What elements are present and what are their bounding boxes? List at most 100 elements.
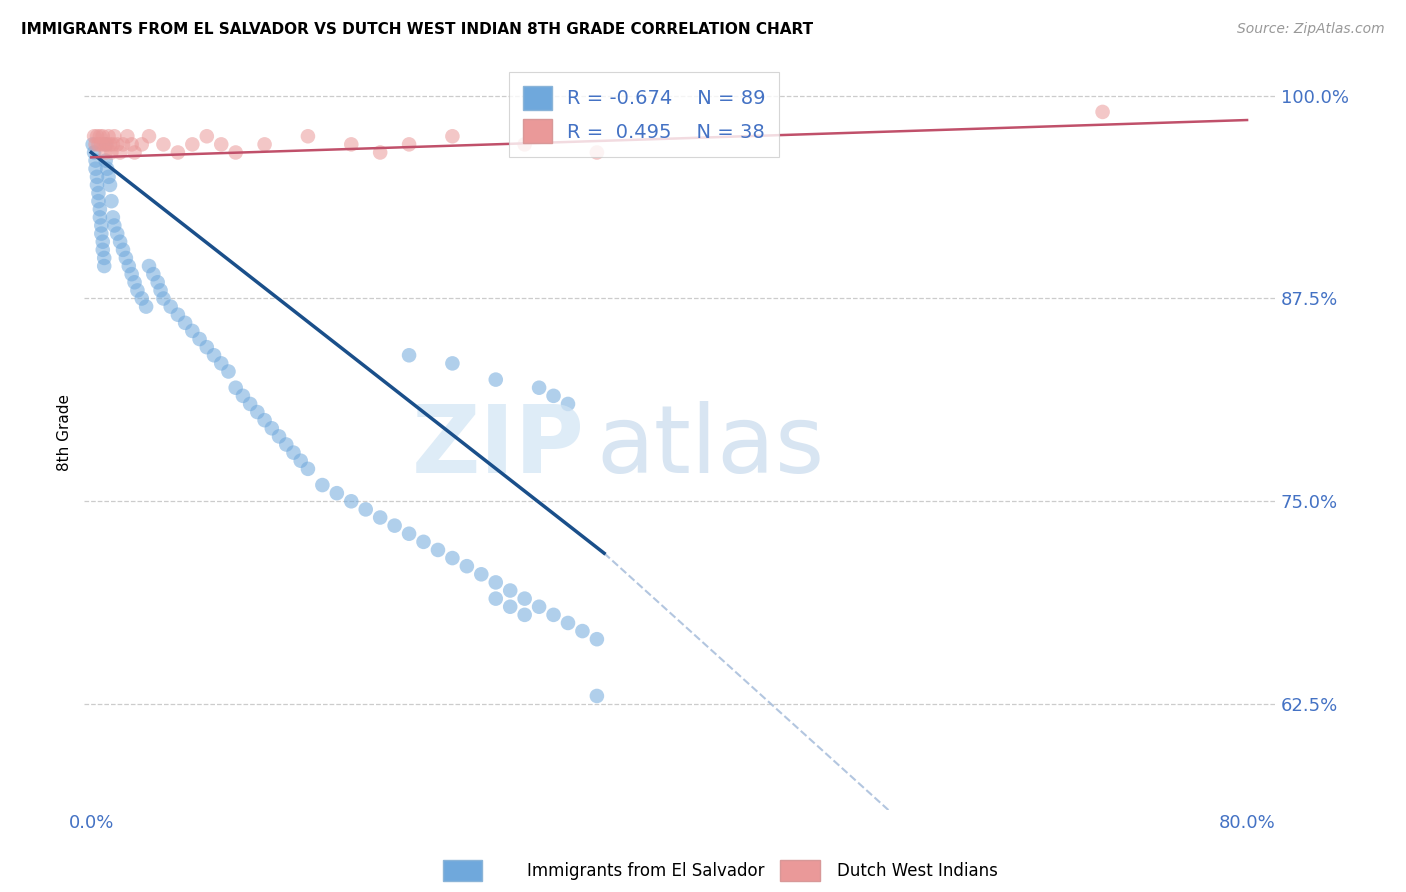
Point	[470, 567, 492, 582]
Point	[398, 348, 420, 362]
Point	[441, 129, 464, 144]
Point	[98, 178, 121, 192]
Point	[499, 599, 522, 614]
Point	[93, 251, 115, 265]
Point	[152, 137, 174, 152]
Text: Dutch West Indians: Dutch West Indians	[837, 862, 997, 880]
Point	[276, 437, 298, 451]
Point	[586, 145, 609, 160]
Point	[543, 389, 565, 403]
Point	[105, 137, 128, 152]
Point	[100, 194, 122, 209]
Point	[513, 607, 536, 622]
Point	[84, 137, 107, 152]
Point	[311, 478, 333, 492]
Point	[1091, 104, 1114, 119]
Text: atlas: atlas	[596, 401, 825, 493]
Point	[115, 251, 138, 265]
Point	[253, 137, 276, 152]
Point	[118, 259, 141, 273]
Point	[174, 316, 197, 330]
Point	[93, 137, 115, 152]
Point	[260, 421, 283, 435]
Point	[142, 267, 165, 281]
Point	[513, 591, 536, 606]
Point	[87, 186, 110, 200]
Point	[138, 259, 160, 273]
Point	[127, 284, 149, 298]
Point	[100, 145, 122, 160]
Point	[181, 324, 204, 338]
Point	[149, 284, 172, 298]
Point	[108, 145, 131, 160]
Point	[485, 575, 508, 590]
Point	[412, 534, 434, 549]
Point	[90, 227, 112, 241]
Point	[398, 137, 420, 152]
Point	[290, 454, 312, 468]
Point	[82, 137, 104, 152]
Point	[368, 510, 391, 524]
Point	[124, 275, 146, 289]
Point	[96, 161, 118, 176]
Point	[94, 153, 117, 168]
Point	[135, 300, 157, 314]
Point	[94, 137, 117, 152]
Point	[326, 486, 349, 500]
Point	[108, 235, 131, 249]
Point	[557, 615, 579, 630]
Point	[340, 494, 363, 508]
Point	[217, 364, 239, 378]
Point	[195, 129, 218, 144]
Point	[152, 292, 174, 306]
Text: Immigrants from El Salvador: Immigrants from El Salvador	[527, 862, 765, 880]
Point	[86, 129, 108, 144]
Point	[167, 145, 190, 160]
Y-axis label: 8th Grade: 8th Grade	[58, 394, 72, 471]
Point	[96, 137, 118, 152]
Point	[527, 599, 550, 614]
Point	[586, 632, 609, 647]
Point	[93, 259, 115, 273]
Point	[557, 397, 579, 411]
Point	[90, 137, 112, 152]
Point	[121, 137, 143, 152]
Point	[441, 356, 464, 370]
Point	[297, 129, 319, 144]
Point	[586, 689, 609, 703]
Point	[83, 145, 105, 160]
Point	[103, 219, 125, 233]
Point	[354, 502, 377, 516]
Point	[485, 373, 508, 387]
Point	[441, 551, 464, 566]
Point	[91, 235, 114, 249]
Point	[239, 397, 262, 411]
Point	[89, 129, 111, 144]
Point	[117, 129, 139, 144]
Point	[97, 129, 120, 144]
Point	[513, 137, 536, 152]
Point	[209, 137, 232, 152]
Point	[90, 219, 112, 233]
Point	[131, 292, 153, 306]
Point	[527, 381, 550, 395]
Point	[225, 145, 247, 160]
Point	[131, 137, 153, 152]
Point	[98, 137, 121, 152]
Legend: R = -0.674    N = 89, R =  0.495    N = 38: R = -0.674 N = 89, R = 0.495 N = 38	[509, 72, 779, 157]
Point	[87, 194, 110, 209]
Text: ZIP: ZIP	[412, 401, 585, 493]
Point	[91, 129, 114, 144]
Point	[368, 145, 391, 160]
Point	[571, 624, 593, 638]
Point	[101, 211, 124, 225]
Point	[94, 145, 117, 160]
Point	[543, 607, 565, 622]
Point	[87, 137, 110, 152]
Point	[426, 543, 449, 558]
Point	[267, 429, 290, 443]
Point	[209, 356, 232, 370]
Point	[246, 405, 269, 419]
Point	[84, 161, 107, 176]
Point	[253, 413, 276, 427]
